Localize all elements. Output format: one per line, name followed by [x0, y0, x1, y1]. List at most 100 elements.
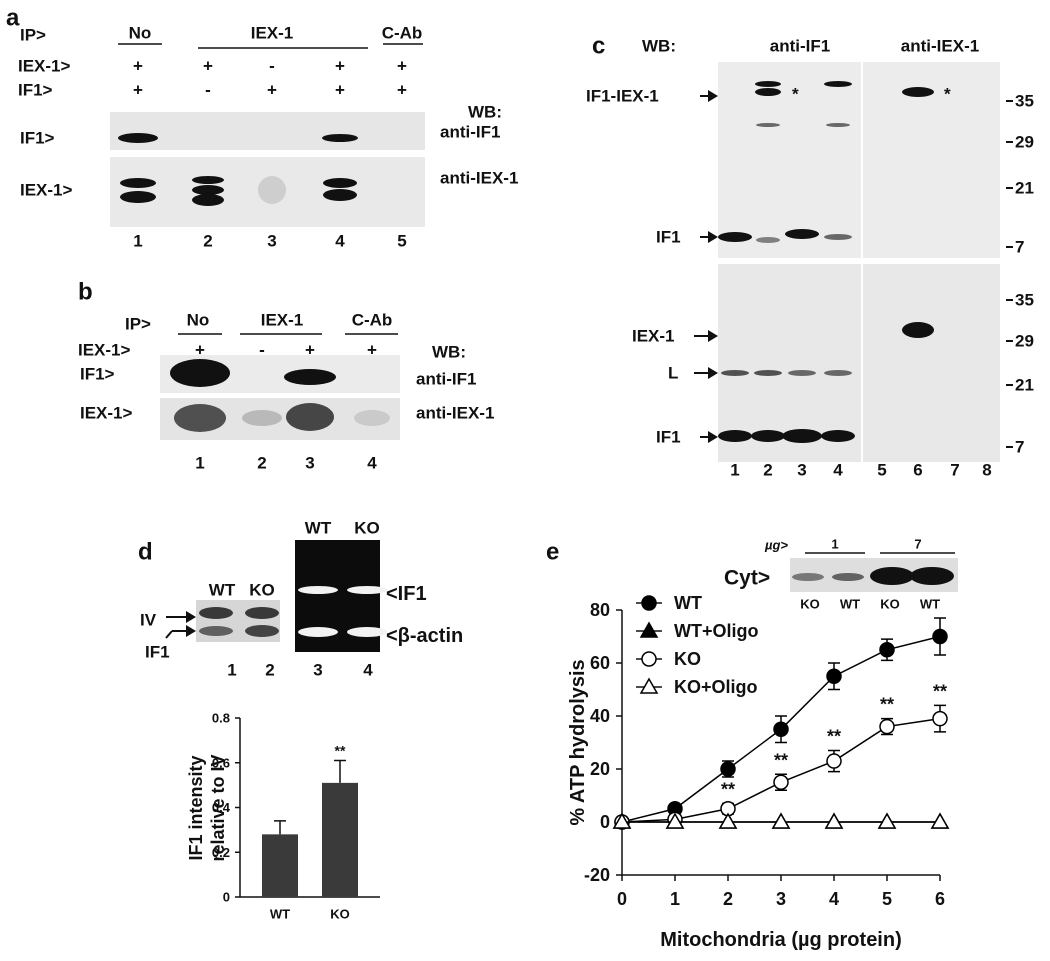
band	[902, 322, 934, 338]
sign: +	[397, 81, 407, 100]
sign: +	[133, 57, 143, 76]
lane-number: 4	[367, 454, 377, 473]
significance: **	[880, 695, 894, 715]
marker	[773, 721, 789, 737]
antibody-label: anti-IEX-1	[416, 404, 494, 423]
asterisk: *	[792, 85, 799, 104]
y-tick-label: 0.2	[212, 845, 230, 860]
group-label: C-Ab	[382, 24, 423, 43]
error-bar	[274, 820, 286, 835]
legend-marker	[641, 651, 657, 667]
band	[756, 237, 780, 243]
band	[245, 607, 279, 619]
band	[120, 191, 156, 203]
legend-label: KO+Oligo	[674, 677, 758, 697]
band	[298, 586, 338, 594]
band-label: L	[668, 364, 678, 383]
y-axis-label: IF1 intensity	[186, 755, 206, 860]
blot-label: IF1>	[20, 129, 55, 148]
sign: +	[397, 57, 407, 76]
group-label: IEX-1	[261, 311, 304, 330]
lane-number: 2	[257, 454, 266, 473]
size-marker: 35	[1015, 291, 1034, 310]
lane-number: 1	[227, 661, 236, 680]
band	[824, 370, 852, 376]
y-tick-label: 80	[590, 600, 610, 620]
blot	[110, 157, 425, 227]
size-marker: 21	[1015, 179, 1034, 198]
marker	[771, 812, 791, 829]
x-tick-label: 0	[617, 889, 627, 909]
marker	[718, 812, 738, 829]
lane-number: 1	[133, 232, 142, 251]
legend-marker	[639, 677, 659, 694]
y-tick-label: 40	[590, 706, 610, 726]
band	[721, 370, 749, 376]
band	[870, 567, 914, 585]
lane-number: 3	[267, 232, 276, 251]
arrow-head	[186, 611, 196, 623]
label: WB:	[642, 37, 676, 56]
y-tick-label: 0.4	[212, 800, 231, 815]
lane-label: WT	[209, 581, 236, 600]
sign: +	[335, 81, 345, 100]
legend-marker	[639, 621, 659, 638]
sign: +	[335, 57, 345, 76]
significance: **	[721, 779, 735, 799]
antibody-label: anti-IEX-1	[901, 37, 979, 56]
antibody-label: anti-IF1	[416, 370, 476, 389]
band	[792, 573, 824, 581]
y-tick-label: 0	[600, 812, 610, 832]
y-tick-label: 20	[590, 759, 610, 779]
band	[347, 627, 387, 637]
band	[118, 133, 158, 143]
y-tick-label: 0.6	[212, 755, 230, 770]
antibody-label: anti-IF1	[770, 37, 830, 56]
group-label: C-Ab	[352, 311, 393, 330]
lane-number: 1	[730, 461, 739, 480]
band	[323, 189, 357, 201]
significance: **	[933, 681, 947, 701]
x-tick-label: 2	[723, 889, 733, 909]
legend-label: WT+Oligo	[674, 621, 759, 641]
marker	[824, 812, 844, 829]
legend-label: WT	[674, 593, 702, 613]
x-tick-label: WT	[270, 907, 290, 922]
band	[751, 430, 785, 442]
band	[120, 178, 156, 188]
significance: **	[774, 750, 788, 770]
marker	[932, 628, 948, 645]
marker	[930, 812, 950, 829]
sign: +	[305, 341, 315, 360]
size-marker: 29	[1015, 332, 1034, 351]
lane-label: KO	[249, 581, 275, 600]
sign: +	[267, 81, 277, 100]
x-tick-label: 5	[882, 889, 892, 909]
bar	[322, 782, 358, 897]
blot	[718, 264, 1000, 462]
y-tick-label: 60	[590, 653, 610, 673]
significance: **	[827, 726, 841, 746]
y-tick-label: -20	[584, 865, 610, 885]
inset-label: Cyt>	[724, 567, 770, 590]
band	[826, 123, 850, 127]
band-label: IV	[140, 611, 157, 630]
lane-number: 1	[195, 454, 204, 473]
arrow-head	[186, 625, 196, 637]
lane-number: 5	[397, 232, 406, 251]
band	[170, 359, 230, 387]
legend-marker	[641, 595, 657, 611]
lane-label: KO	[880, 597, 900, 612]
marker	[877, 812, 897, 829]
band	[832, 573, 864, 581]
arrow-head	[708, 367, 718, 379]
x-tick-label: 3	[776, 889, 786, 909]
panel-letter: e	[546, 539, 559, 566]
arrow-head	[708, 231, 718, 243]
band	[322, 134, 358, 142]
size-marker: 29	[1015, 133, 1034, 152]
antibody-label: anti-IF1	[440, 123, 500, 142]
sign: +	[195, 341, 205, 360]
x-tick-label: 1	[670, 889, 680, 909]
band-label: IF1	[145, 643, 170, 662]
